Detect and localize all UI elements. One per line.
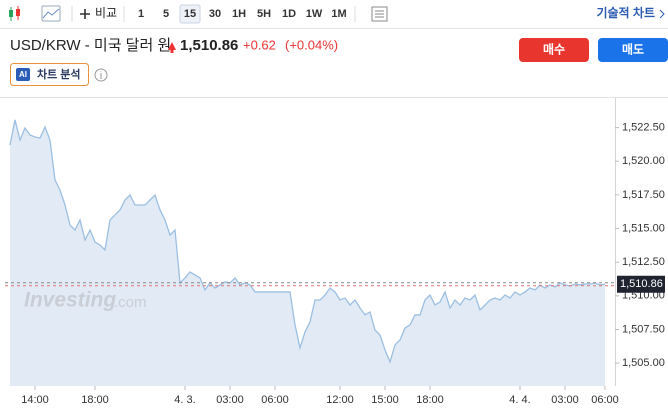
ai-analysis-button[interactable]: [10, 63, 89, 86]
ai-badge: [16, 68, 30, 81]
area-icon[interactable]: [41, 5, 61, 22]
selected-interval-box: [179, 4, 201, 24]
change: +0.62: [243, 37, 276, 52]
x-tick-label: 4. 3.: [174, 394, 195, 406]
y-tick-label: 1,522.50: [622, 122, 665, 134]
y-tick-label: 1,520.00: [622, 155, 665, 167]
layout-icon[interactable]: [371, 6, 388, 22]
x-tick-label: 06:00: [261, 394, 289, 406]
x-tick-label: 18:00: [81, 394, 109, 406]
up-arrow: [168, 42, 176, 53]
interval-button[interactable]: 5: [163, 8, 169, 20]
x-tick-label: 12:00: [326, 394, 354, 406]
compare-button[interactable]: 비교: [95, 6, 117, 20]
ai-analysis-label: 차트 분석: [37, 67, 81, 81]
price-line: [9, 119, 606, 364]
technical-chart-link[interactable]: 기술적 차트: [596, 5, 655, 20]
interval-button[interactable]: 1M: [331, 8, 346, 20]
instrument-title: USD/KRW - 미국 달러 원: [10, 37, 171, 54]
interval-button[interactable]: 1H: [232, 8, 246, 20]
price: 1,510.86: [180, 37, 238, 54]
x-tick-label: 06:00: [591, 394, 619, 406]
info-icon[interactable]: [94, 68, 108, 82]
watermark-suffix: .com: [114, 294, 147, 311]
current-price-box: [617, 275, 665, 293]
x-tick-label: 03:00: [551, 394, 579, 406]
buy-button[interactable]: [519, 38, 589, 62]
change-percent: (+0.04%): [285, 37, 338, 52]
interval-button[interactable]: 15: [184, 8, 196, 20]
plus-icon: [80, 9, 90, 19]
ai-badge-text: AI: [19, 70, 27, 79]
interval-button[interactable]: 1D: [282, 8, 296, 20]
interval-button[interactable]: 1W: [306, 8, 323, 20]
x-tick-label: 4. 4.: [509, 394, 530, 406]
chevron: [659, 9, 665, 19]
sell-button[interactable]: [598, 38, 668, 62]
price-area: [10, 119, 605, 386]
x-tick-label: 03:00: [216, 394, 244, 406]
x-tick-label: 18:00: [416, 394, 444, 406]
interval-button[interactable]: 5H: [257, 8, 271, 20]
x-tick-label: 14:00: [21, 394, 49, 406]
current-price-label: 1,510.86: [620, 278, 663, 290]
y-tick-label: 1,507.50: [622, 323, 665, 335]
y-tick-label: 1,515.00: [622, 222, 665, 234]
interval-button[interactable]: 30: [209, 8, 221, 20]
candle-icon[interactable]: [9, 6, 20, 21]
y-tick-label: 1,517.50: [622, 189, 665, 201]
y-tick-label: 1,505.00: [622, 357, 665, 369]
buy-label: 매수: [543, 42, 565, 57]
watermark: Investing: [24, 289, 116, 312]
interval-button[interactable]: 1: [138, 8, 144, 20]
y-tick-label: 1,512.50: [622, 256, 665, 268]
x-tick-label: 15:00: [371, 394, 399, 406]
sell-label: 매도: [622, 42, 644, 57]
